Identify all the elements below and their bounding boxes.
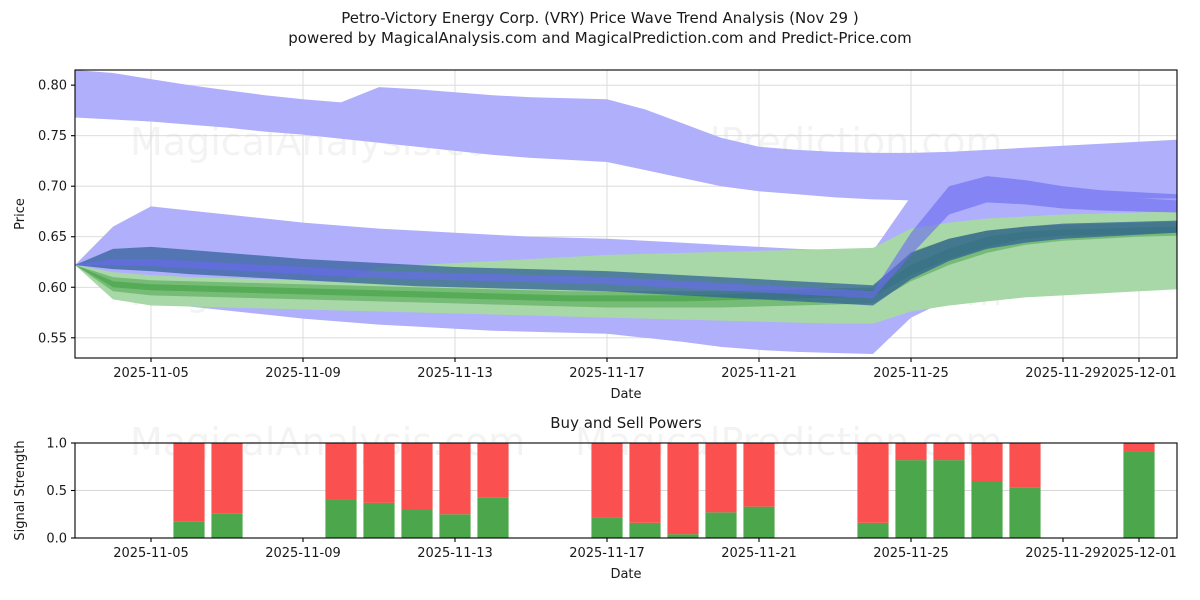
sell-power-bar[interactable] — [933, 443, 965, 461]
bar-group[interactable] — [439, 443, 471, 538]
sell-power-bar[interactable] — [667, 443, 699, 535]
sell-power-bar[interactable] — [857, 443, 889, 523]
y-tick-label: 0.55 — [38, 331, 67, 346]
bar-group[interactable] — [705, 443, 737, 538]
price-band-green-mid-band — [75, 221, 1177, 308]
x-axis-title: Date — [610, 387, 641, 400]
sell-power-bar[interactable] — [705, 443, 737, 513]
y-tick-label: 0.5 — [46, 484, 67, 499]
buy-power-bar[interactable] — [477, 497, 509, 538]
price-band-upper-blue-inner-band — [75, 80, 1177, 201]
buy-power-bar[interactable] — [401, 509, 433, 539]
sell-power-bar[interactable] — [363, 443, 395, 503]
bar-group[interactable] — [477, 443, 509, 538]
bar-group[interactable] — [363, 443, 395, 538]
buy-power-bar[interactable] — [933, 460, 965, 538]
y-tick-label: 0.60 — [38, 281, 67, 296]
y-tick-label: 0.70 — [38, 180, 67, 195]
x-tick-label: 2025-11-17 — [569, 546, 645, 561]
price-band-blue-trend-band — [75, 176, 1177, 299]
x-tick-label: 2025-11-17 — [569, 366, 645, 381]
x-tick-label: 2025-11-09 — [265, 546, 341, 561]
x-tick-label: 2025-11-09 — [265, 366, 341, 381]
sell-power-bar[interactable] — [211, 443, 243, 514]
x-tick-label: 2025-11-29 — [1025, 366, 1101, 381]
bar-group[interactable] — [1009, 443, 1041, 538]
sell-power-bar[interactable] — [1009, 443, 1041, 488]
x-tick-label: 2025-11-29 — [1025, 546, 1101, 561]
x-tick-label: 2025-11-13 — [417, 366, 493, 381]
buy-power-bar[interactable] — [629, 522, 661, 538]
bar-group[interactable] — [857, 443, 889, 538]
y-tick-label: 0.65 — [38, 230, 67, 245]
x-tick-label: 2025-12-01 — [1101, 366, 1177, 381]
x-tick-label: 2025-11-25 — [873, 546, 949, 561]
bar-group[interactable] — [933, 443, 965, 538]
x-tick-label: 2025-11-05 — [113, 366, 189, 381]
sell-power-bar[interactable] — [325, 443, 357, 500]
x-tick-label: 2025-11-05 — [113, 546, 189, 561]
buy-power-bar[interactable] — [667, 534, 699, 538]
sell-power-bar[interactable] — [629, 443, 661, 523]
bar-group[interactable] — [591, 443, 623, 538]
bar-group[interactable] — [743, 443, 775, 538]
sell-power-bar[interactable] — [477, 443, 509, 498]
plot-frame — [74, 69, 1178, 359]
x-axis-title: Date — [610, 567, 641, 582]
bar-group[interactable] — [971, 443, 1003, 538]
x-tick-label: 2025-11-25 — [873, 366, 949, 381]
sell-power-bar[interactable] — [439, 443, 471, 515]
y-tick-label: 0.75 — [38, 129, 67, 144]
buy-power-bar[interactable] — [857, 522, 889, 538]
buy-sell-powers-chart: Buy and Sell PowersMagicalAnalysis.comMa… — [13, 414, 1178, 582]
buy-power-bar[interactable] — [895, 460, 927, 538]
bar-group[interactable] — [211, 443, 243, 538]
bar-group[interactable] — [1123, 443, 1155, 538]
buy-power-bar[interactable] — [705, 512, 737, 538]
bar-group[interactable] — [629, 443, 661, 538]
buy-power-bar[interactable] — [363, 502, 395, 538]
sell-power-bar[interactable] — [591, 443, 623, 518]
x-tick-label: 2025-11-13 — [417, 546, 493, 561]
x-tick-label: 2025-12-01 — [1101, 546, 1177, 561]
buy-power-bar[interactable] — [591, 517, 623, 538]
sell-power-bar[interactable] — [1123, 443, 1155, 452]
x-tick-label: 2025-11-21 — [721, 546, 797, 561]
y-tick-label: 0.80 — [38, 79, 67, 94]
page-title: Petro-Victory Energy Corp. (VRY) Price W… — [341, 9, 859, 27]
x-tick-label: 2025-11-21 — [721, 366, 797, 381]
sell-power-bar[interactable] — [401, 443, 433, 510]
sell-power-bar[interactable] — [173, 443, 205, 522]
y-tick-label: 1.0 — [46, 437, 67, 452]
bar-group[interactable] — [325, 443, 357, 538]
buy-power-bar[interactable] — [439, 514, 471, 538]
bar-group[interactable] — [667, 443, 699, 538]
sell-power-bar[interactable] — [895, 443, 927, 461]
price-wave-trend-chart: MagicalAnalysis.comMagicalPrediction.com… — [13, 69, 1178, 400]
buy-power-bar[interactable] — [211, 513, 243, 538]
y-axis-title: Price — [13, 198, 28, 230]
page-subtitle: powered by MagicalAnalysis.com and Magic… — [288, 29, 912, 47]
bar-group[interactable] — [895, 443, 927, 538]
buy-power-bar[interactable] — [1123, 451, 1155, 538]
sell-power-bar[interactable] — [743, 443, 775, 507]
y-tick-label: 0.0 — [46, 532, 67, 547]
bar-group[interactable] — [401, 443, 433, 539]
chart-subtitle: Buy and Sell Powers — [550, 414, 702, 432]
buy-power-bar[interactable] — [971, 481, 1003, 538]
title-block: Petro-Victory Energy Corp. (VRY) Price W… — [0, 8, 1200, 48]
buy-power-bar[interactable] — [743, 506, 775, 538]
bar-group[interactable] — [173, 443, 205, 538]
buy-power-bar[interactable] — [1009, 487, 1041, 538]
buy-power-bar[interactable] — [325, 499, 357, 538]
price-band-blue-core-band — [75, 220, 1177, 306]
buy-power-bar[interactable] — [173, 521, 205, 538]
sell-power-bar[interactable] — [971, 443, 1003, 481]
y-axis-title: Signal Strength — [13, 440, 28, 540]
